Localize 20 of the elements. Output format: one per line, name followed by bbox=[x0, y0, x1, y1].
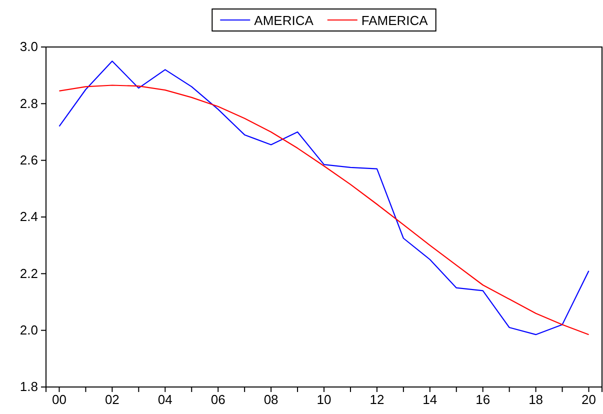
legend-label: AMERICA bbox=[254, 13, 314, 28]
y-tick-label: 1.8 bbox=[20, 379, 38, 394]
x-tick-label: 06 bbox=[210, 392, 226, 408]
x-tick-label: 08 bbox=[264, 392, 278, 408]
x-tick-label: 10 bbox=[316, 392, 332, 408]
x-tick-label: 12 bbox=[370, 392, 384, 408]
x-tick-label: 18 bbox=[528, 392, 544, 408]
y-tick-label: 2.6 bbox=[20, 152, 38, 168]
y-tick-label: 2.0 bbox=[20, 322, 38, 338]
y-tick-label: 2.4 bbox=[20, 209, 38, 224]
legend-label: FAMERICA bbox=[361, 13, 428, 28]
y-tick-label: 2.2 bbox=[20, 266, 38, 281]
x-tick-label: 02 bbox=[104, 392, 120, 408]
x-tick-label: 16 bbox=[476, 392, 490, 408]
x-tick-label: 14 bbox=[422, 392, 438, 408]
y-tick-label: 3.0 bbox=[20, 39, 38, 54]
x-tick-label: 04 bbox=[158, 392, 172, 408]
x-tick-label: 00 bbox=[52, 392, 66, 408]
x-tick-label: 20 bbox=[582, 392, 596, 408]
y-tick-label: 2.8 bbox=[20, 96, 38, 111]
